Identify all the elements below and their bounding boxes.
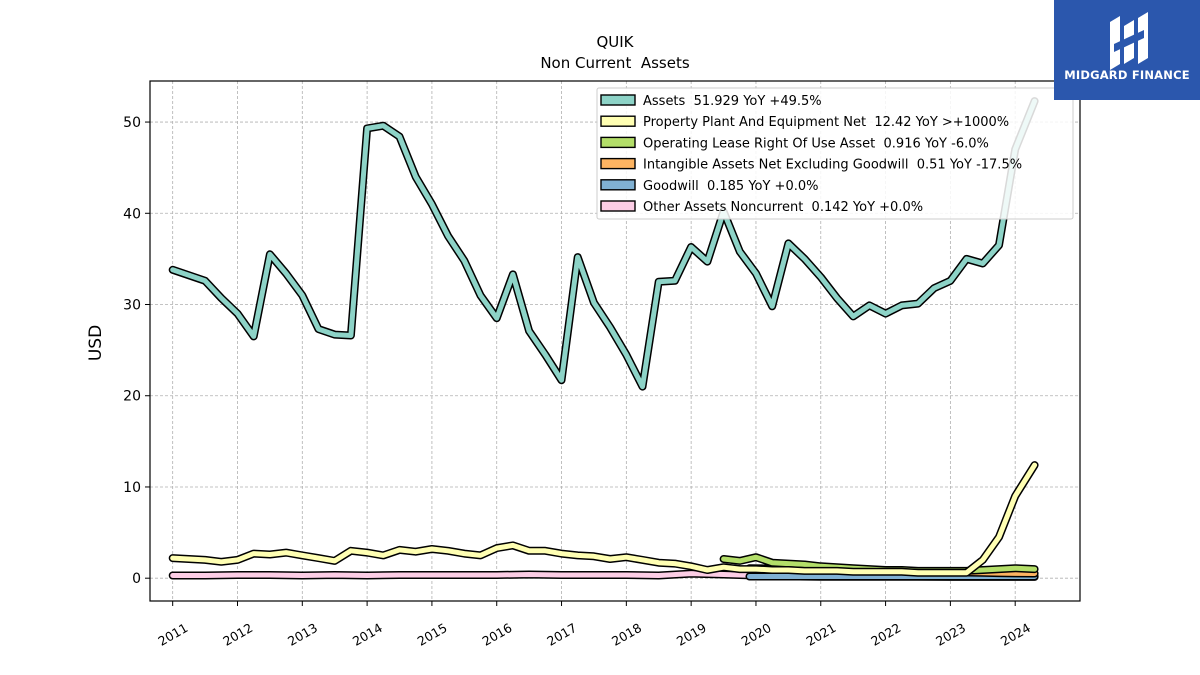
- legend-box: [596, 87, 1074, 220]
- legend-item: Assets 51.929 YoY +49.5%: [600, 94, 822, 109]
- legend-swatch: [600, 200, 636, 212]
- legend-label: Goodwill 0.185 YoY +0.0%: [643, 179, 818, 194]
- x-tick-label: 2019: [674, 620, 709, 649]
- y-tick-label: 40: [123, 206, 141, 222]
- x-tick-label: 2017: [544, 620, 579, 649]
- y-tick-label: 20: [123, 389, 141, 405]
- series-line: [170, 462, 1038, 576]
- legend-label: Assets 51.929 YoY +49.5%: [643, 94, 822, 109]
- x-tick-label: 2021: [803, 620, 838, 649]
- legend-item: Intangible Assets Net Excluding Goodwill…: [600, 157, 1022, 173]
- legend-swatch: [600, 179, 636, 191]
- brand-logo: MIDGARD FINANCE: [1054, 0, 1200, 100]
- x-tick-label: 2023: [933, 620, 968, 649]
- legend-swatch: [600, 136, 636, 149]
- x-tick-label: 2015: [415, 620, 450, 649]
- y-axis-label: USD: [86, 325, 106, 361]
- plot-frame: [149, 80, 1081, 602]
- y-tick-label: 0: [132, 571, 141, 587]
- legend-swatch: [600, 157, 636, 170]
- series-line: [170, 98, 1038, 390]
- legend-item: Other Assets Noncurrent 0.142 YoY +0.0%: [600, 200, 923, 215]
- legend-label: Operating Lease Right Of Use Asset 0.916…: [643, 136, 989, 151]
- series-layer: [168, 97, 1039, 581]
- x-tick-label: 2024: [998, 620, 1033, 649]
- series-assets: [168, 97, 1039, 391]
- series-property-plant-and-equipment-net: [168, 461, 1039, 577]
- y-tick-label: 50: [123, 115, 141, 131]
- legend: Assets 51.929 YoY +49.5% Property Plant A…: [596, 87, 1074, 220]
- legend-label: Intangible Assets Net Excluding Goodwill…: [643, 158, 1022, 173]
- chart-subtitle: Non Current Assets: [540, 54, 690, 72]
- brand-mark-icon: [1110, 12, 1148, 70]
- y-tick-label: 30: [123, 298, 141, 314]
- chart-title: QUIK: [596, 33, 634, 51]
- legend-item: Property Plant And Equipment Net 12.42 Y…: [600, 115, 1009, 130]
- legend-item: Operating Lease Right Of Use Asset 0.916…: [600, 136, 989, 151]
- x-tick-label: 2014: [350, 620, 385, 649]
- legend-swatch: [600, 94, 636, 106]
- y-tick-label: 10: [123, 480, 141, 496]
- legend-item: Goodwill 0.185 YoY +0.0%: [600, 179, 818, 194]
- legend-swatch: [600, 115, 636, 127]
- x-tick-label: 2018: [609, 620, 644, 649]
- brand-name: MIDGARD FINANCE: [1064, 68, 1190, 82]
- x-tick-label: 2020: [739, 620, 774, 649]
- legend-label: Other Assets Noncurrent 0.142 YoY +0.0%: [643, 200, 923, 215]
- x-tick-label: 2011: [155, 620, 190, 649]
- legend-label: Property Plant And Equipment Net 12.42 Y…: [643, 115, 1009, 130]
- x-tick-label: 2012: [220, 620, 255, 649]
- x-tick-label: 2022: [868, 620, 903, 649]
- x-tick-label: 2013: [285, 620, 320, 649]
- x-tick-label: 2016: [479, 620, 514, 649]
